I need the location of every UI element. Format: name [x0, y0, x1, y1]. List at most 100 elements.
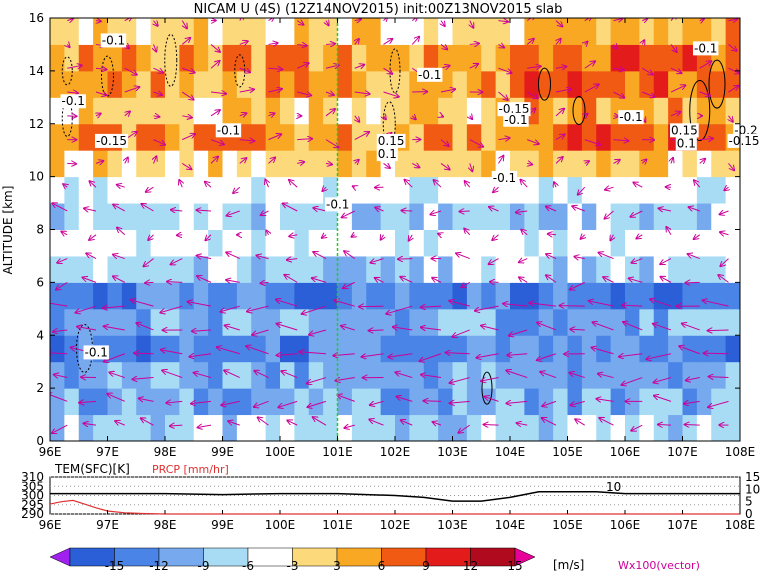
wind-vector [526, 18, 535, 22]
u-cell [567, 255, 583, 283]
wind-vector [660, 277, 672, 283]
u-cell [510, 414, 525, 441]
wind-vector [86, 253, 97, 260]
wind-vector [670, 44, 677, 52]
u-cell [121, 176, 137, 204]
u-cell [696, 203, 712, 230]
ts-x-tick-label: 97E [96, 518, 119, 532]
u-cell [409, 388, 425, 416]
u-cell [395, 229, 410, 257]
wind-vector [197, 256, 212, 259]
u-cell [251, 229, 267, 257]
u-cell [567, 44, 583, 72]
wind-vector [653, 324, 672, 331]
u-cell [380, 203, 396, 230]
wind-vector [459, 211, 470, 212]
u-cell [179, 150, 195, 178]
wind-vector [266, 230, 268, 234]
u-cell [165, 414, 180, 441]
u-cell [308, 282, 324, 310]
wind-vector [506, 401, 528, 403]
u-cell [639, 44, 655, 72]
wind-vector [396, 397, 413, 402]
u-cell [150, 308, 166, 336]
u-cell [50, 388, 65, 416]
wind-vector [76, 305, 97, 312]
u-cell [236, 335, 252, 363]
u-cell [265, 150, 281, 178]
u-cell [323, 361, 338, 389]
u-cell [481, 255, 497, 283]
wind-vector [369, 330, 384, 331]
u-cell [581, 176, 597, 204]
u-cell [280, 123, 295, 151]
u-cell [280, 361, 295, 389]
u-cell [351, 97, 367, 125]
colorbar-label: 15 [507, 559, 522, 573]
wind-vector [728, 86, 739, 93]
wind-vector [297, 92, 311, 95]
u-cell [351, 255, 367, 283]
u-cell [682, 388, 698, 416]
contour-labels: -0.1-0.1-0.1-0.15-0.1-0.10.150.1-0.15-0.… [60, 33, 761, 360]
wind-vector [703, 300, 729, 307]
u-cell [107, 361, 123, 389]
wind-vector [307, 377, 327, 384]
u-cell [653, 97, 669, 125]
wind-vector [369, 419, 384, 426]
wind-vector [585, 161, 589, 163]
u-cell [395, 150, 410, 178]
u-cell [236, 361, 252, 389]
wind-vector [239, 68, 250, 72]
u-cell [553, 388, 568, 416]
u-cell [294, 308, 310, 336]
wind-vector [728, 67, 740, 73]
u-cell [78, 361, 94, 389]
u-cell [682, 176, 698, 204]
u-cell [366, 388, 382, 416]
u-cell [596, 203, 612, 230]
ts-x-tick-label: 101E [322, 518, 353, 532]
u-cell [136, 70, 152, 98]
u-cell [193, 123, 209, 151]
wind-vector [325, 109, 335, 117]
wind-vector [161, 350, 183, 355]
wind-vector [198, 425, 212, 427]
u-cell [625, 70, 640, 98]
prcp-tick-label: 5 [745, 495, 753, 509]
u-cell [668, 176, 683, 204]
u-cell [452, 123, 468, 151]
u-cell [653, 335, 669, 363]
u-cell [323, 388, 338, 416]
wind-vector [622, 377, 643, 385]
x-tick-label: 101E [322, 445, 353, 459]
wind-vector [197, 276, 212, 283]
wind-vector [182, 116, 192, 118]
u-cell [538, 388, 554, 416]
u-cell [711, 308, 727, 336]
wind-vector [239, 113, 247, 116]
u-cell [395, 335, 410, 363]
wind-vector [527, 66, 541, 68]
wind-vector [95, 68, 106, 69]
w-contour [389, 48, 401, 94]
wind-vector [642, 159, 646, 163]
u-cell [366, 44, 382, 72]
u-cell [165, 229, 180, 257]
wind-vector [205, 182, 212, 188]
svg-text:-0.1: -0.1 [62, 94, 85, 108]
wind-vector [107, 394, 125, 402]
wind-vector [268, 68, 283, 69]
u-cell [308, 388, 324, 416]
u-cell [538, 123, 554, 151]
wind-vector [555, 67, 566, 69]
wind-vector [113, 205, 125, 212]
wind-vector [67, 44, 69, 47]
wind-vector [456, 253, 470, 260]
u-cell [438, 97, 453, 125]
wind-vector [384, 18, 388, 21]
u-cell [581, 150, 597, 178]
u-cell [625, 123, 640, 151]
u-cell [495, 18, 511, 45]
